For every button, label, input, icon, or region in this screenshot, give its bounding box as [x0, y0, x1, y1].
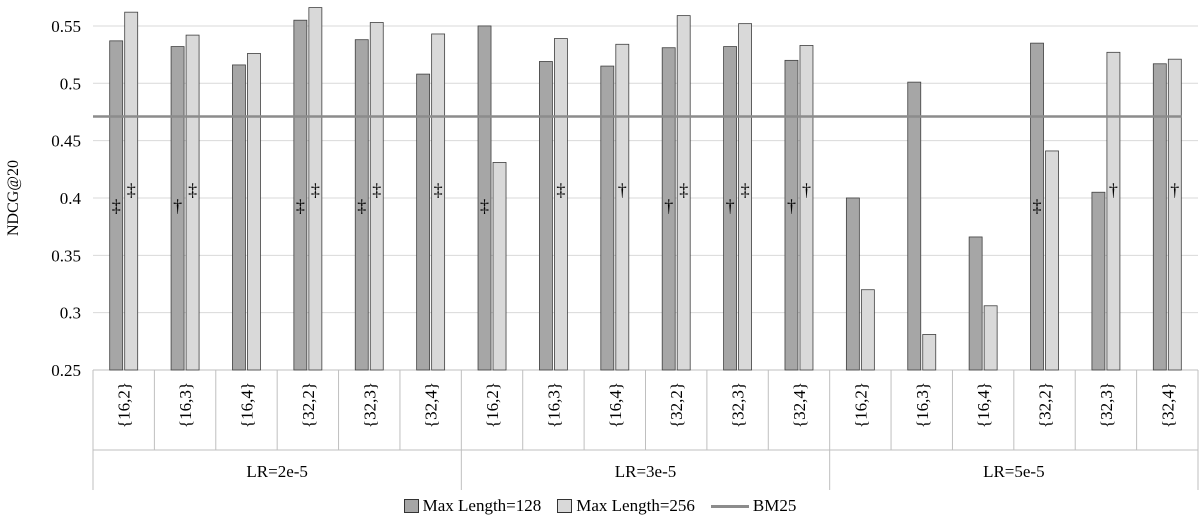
significance-marker: †	[664, 196, 673, 216]
x-tick-label: {16,4}	[974, 382, 993, 428]
bar	[308, 7, 323, 371]
significance-marker: †	[1170, 180, 1179, 200]
legend-label: BM25	[752, 496, 797, 515]
x-tick-label: {16,3}	[913, 382, 932, 428]
legend-label: Max Length=256	[576, 496, 695, 515]
significance-marker: ‡	[127, 180, 136, 200]
bar	[723, 46, 737, 371]
bar	[477, 25, 492, 371]
y-tick-label: 0.25	[51, 361, 81, 380]
bar	[554, 38, 568, 371]
bar	[232, 64, 246, 371]
legend-label: Max Length=128	[422, 496, 542, 515]
bar	[907, 81, 922, 371]
group-label: LR=5e-5	[983, 462, 1045, 481]
bar	[845, 197, 860, 371]
bar	[124, 11, 139, 371]
x-tick-label: {32,3}	[1097, 382, 1116, 428]
legend-line-swatch	[710, 504, 749, 508]
x-tick-label: {16,2}	[483, 382, 502, 428]
bar	[492, 162, 507, 371]
legend: Max Length=128 Max Length=256 BM25	[0, 496, 1200, 516]
bar-chart: NDCG@20 0.25 0.3 0.35 0.4 0.45 0.5 0.55 ‡ † ‡ ‡ ‡ † †…	[5, 7, 1199, 490]
bar	[354, 39, 369, 371]
significance-marker: †	[1109, 180, 1118, 200]
bar	[968, 236, 983, 371]
bar	[784, 59, 799, 371]
bar	[431, 33, 446, 371]
x-tick-label: {32,2}	[299, 382, 318, 428]
significance-marker: †	[618, 180, 627, 200]
bar	[1167, 58, 1182, 371]
bar	[1030, 42, 1044, 371]
x-tick-label: {32,4}	[422, 382, 441, 428]
bar	[1106, 51, 1121, 371]
bar	[369, 22, 384, 371]
bar	[983, 305, 998, 371]
bar	[922, 334, 937, 371]
bar	[738, 23, 752, 371]
bar	[1045, 150, 1059, 371]
bar	[293, 19, 308, 371]
significance-marker: ‡	[679, 180, 688, 200]
x-tick-label: {32,3}	[360, 382, 379, 428]
bar	[860, 289, 875, 371]
x-tick-label: {32,4}	[1158, 382, 1177, 428]
x-tick-label: {32,2}	[1036, 382, 1055, 428]
bar	[170, 46, 185, 371]
significance-marker: ‡	[311, 180, 320, 200]
bar	[1091, 191, 1106, 371]
bar	[247, 53, 261, 371]
significance-marker: ‡	[480, 196, 489, 216]
x-tick-label: {16,2}	[851, 382, 870, 428]
x-tick-label: {16,3}	[544, 382, 563, 428]
y-tick-label: 0.45	[51, 132, 81, 151]
significance-marker: ‡	[296, 196, 305, 216]
y-tick-label: 0.55	[51, 17, 81, 36]
significance-marker: ‡	[372, 180, 381, 200]
significance-marker: †	[787, 196, 796, 216]
legend-entry: Max Length=128	[403, 496, 542, 516]
x-tick-label: {32,2}	[667, 382, 686, 428]
y-tick-label: 0.35	[51, 246, 81, 265]
legend-entry: Max Length=256	[557, 496, 695, 516]
group-label: LR=2e-5	[246, 462, 308, 481]
legend-swatch	[403, 499, 419, 513]
bar	[416, 73, 431, 371]
group-label: LR=3e-5	[615, 462, 677, 481]
bar	[661, 47, 676, 371]
x-tick-label: {32,3}	[729, 382, 748, 428]
bar	[600, 65, 615, 371]
significance-marker: ‡	[741, 180, 750, 200]
significance-marker: †	[726, 196, 735, 216]
significance-marker: ‡	[112, 196, 121, 216]
significance-marker: ‡	[1033, 196, 1042, 216]
x-tick-label: {32,4}	[790, 382, 809, 428]
bar	[799, 45, 814, 371]
x-tick-label: {16,4}	[606, 382, 625, 428]
bar	[615, 43, 630, 371]
bar	[185, 34, 200, 371]
significance-marker: †	[173, 196, 182, 216]
significance-marker: †	[802, 180, 811, 200]
bar	[1152, 63, 1167, 371]
significance-marker: ‡	[434, 180, 443, 200]
x-tick-label: {16,3}	[176, 382, 195, 428]
significance-marker: ‡	[357, 196, 366, 216]
legend-entry: BM25	[710, 496, 797, 516]
x-tick-label: {16,2}	[115, 382, 134, 428]
y-axis-label: NDCG@20	[5, 160, 22, 236]
significance-marker: ‡	[556, 180, 565, 200]
y-tick-label: 0.3	[60, 304, 81, 323]
bar	[676, 15, 691, 371]
y-tick-label: 0.5	[60, 74, 81, 93]
y-tick-label: 0.4	[60, 189, 82, 208]
legend-swatch	[557, 499, 573, 513]
significance-marker: ‡	[188, 180, 197, 200]
x-tick-label: {16,4}	[237, 382, 256, 428]
bar	[539, 61, 553, 371]
bar	[109, 40, 124, 371]
